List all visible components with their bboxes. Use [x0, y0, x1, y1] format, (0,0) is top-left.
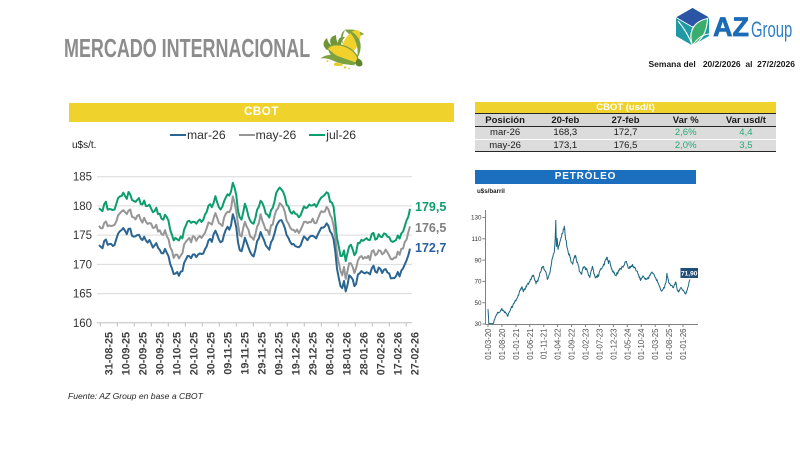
- svg-text:18-01-26: 18-01-26: [341, 332, 353, 375]
- svg-text:20-10-25: 20-10-25: [188, 332, 200, 375]
- svg-text:10-09-25: 10-09-25: [120, 332, 132, 375]
- svg-text:09-11-25: 09-11-25: [222, 332, 234, 375]
- svg-text:179,5: 179,5: [415, 200, 446, 214]
- svg-text:09-12-25: 09-12-25: [273, 332, 285, 375]
- svg-text:31-08-25: 31-08-25: [103, 332, 115, 375]
- svg-text:30: 30: [474, 321, 482, 328]
- svg-text:27-02-26: 27-02-26: [409, 332, 421, 375]
- svg-text:71,90: 71,90: [681, 271, 698, 278]
- svg-text:01-05-24: 01-05-24: [623, 328, 632, 360]
- svg-text:01-10-24: 01-10-24: [637, 328, 646, 360]
- svg-text:08-01-26: 08-01-26: [324, 332, 336, 375]
- svg-text:28-01-26: 28-01-26: [358, 332, 370, 375]
- svg-text:01-11-21: 01-11-21: [540, 329, 549, 360]
- svg-text:01-01-21: 01-01-21: [512, 329, 521, 360]
- svg-text:172,7: 172,7: [415, 241, 446, 255]
- svg-text:01-04-22: 01-04-22: [554, 329, 563, 360]
- svg-text:19-11-25: 19-11-25: [239, 332, 251, 375]
- svg-text:90: 90: [474, 257, 482, 264]
- svg-text:01-07-23: 01-07-23: [595, 329, 604, 360]
- svg-text:160: 160: [73, 318, 92, 330]
- svg-text:20-09-25: 20-09-25: [137, 332, 149, 375]
- svg-text:10-10-25: 10-10-25: [171, 332, 183, 375]
- svg-text:01-03-25: 01-03-25: [651, 328, 660, 360]
- svg-text:17-02-26: 17-02-26: [392, 332, 404, 375]
- svg-text:50: 50: [474, 300, 482, 307]
- svg-text:185: 185: [73, 172, 92, 184]
- svg-text:01-12-23: 01-12-23: [609, 329, 618, 360]
- svg-text:30-09-25: 30-09-25: [154, 332, 166, 375]
- svg-text:29-12-25: 29-12-25: [307, 332, 319, 375]
- svg-text:130: 130: [471, 215, 482, 222]
- svg-text:01-02-23: 01-02-23: [582, 329, 591, 360]
- svg-text:170: 170: [73, 259, 92, 271]
- svg-text:180: 180: [73, 201, 92, 213]
- svg-text:165: 165: [73, 289, 92, 301]
- svg-text:07-02-26: 07-02-26: [375, 332, 387, 375]
- svg-text:175: 175: [73, 230, 92, 242]
- svg-text:01-09-22: 01-09-22: [568, 329, 577, 360]
- svg-text:70: 70: [474, 279, 482, 286]
- svg-text:01-01-26: 01-01-26: [679, 329, 688, 360]
- svg-text:29-11-25: 29-11-25: [256, 332, 268, 375]
- svg-text:19-12-25: 19-12-25: [290, 332, 302, 375]
- svg-text:176,5: 176,5: [415, 221, 446, 235]
- svg-text:01-08-20: 01-08-20: [498, 328, 507, 360]
- svg-text:01-08-25: 01-08-25: [665, 328, 674, 360]
- svg-text:30-10-25: 30-10-25: [205, 332, 217, 375]
- svg-text:01-03-20: 01-03-20: [484, 328, 493, 360]
- svg-text:110: 110: [471, 236, 482, 243]
- svg-text:01-06-21: 01-06-21: [526, 329, 535, 360]
